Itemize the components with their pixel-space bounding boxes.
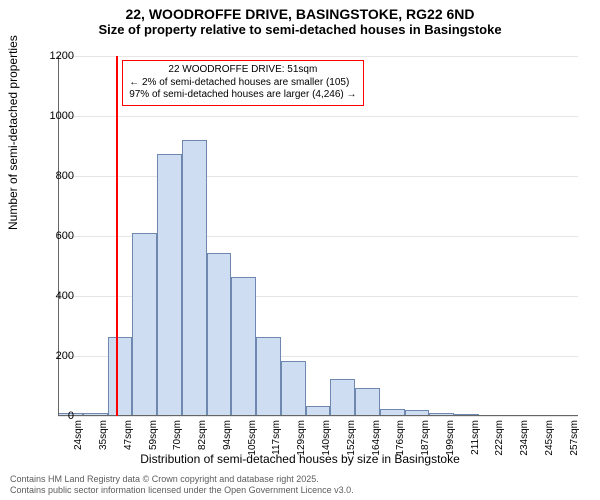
histogram-bar bbox=[330, 379, 355, 417]
footer-attribution: Contains HM Land Registry data © Crown c… bbox=[10, 474, 354, 496]
gridline bbox=[58, 56, 578, 57]
gridline bbox=[58, 416, 578, 417]
y-tick-label: 800 bbox=[34, 170, 74, 182]
histogram-bar bbox=[182, 140, 207, 416]
y-tick-label: 600 bbox=[34, 230, 74, 242]
annotation-box: 22 WOODROFFE DRIVE: 51sqm← 2% of semi-de… bbox=[122, 60, 363, 106]
x-tick-label: 47sqm bbox=[123, 420, 134, 450]
y-tick-label: 0 bbox=[34, 410, 74, 422]
histogram-bar bbox=[132, 233, 157, 416]
y-tick-label: 400 bbox=[34, 290, 74, 302]
histogram-bar bbox=[256, 337, 281, 417]
footer-line-2: Contains public sector information licen… bbox=[10, 485, 354, 496]
histogram-bar bbox=[281, 361, 306, 417]
x-tick-label: 140sqm bbox=[321, 420, 332, 456]
x-tick-label: 176sqm bbox=[395, 420, 406, 456]
x-tick-label: 152sqm bbox=[346, 420, 357, 456]
x-tick-label: 257sqm bbox=[569, 420, 580, 456]
x-axis-line bbox=[58, 415, 578, 416]
annotation-line-2: ← 2% of semi-detached houses are smaller… bbox=[129, 77, 356, 90]
histogram-bar bbox=[355, 388, 380, 417]
annotation-line-3: 97% of semi-detached houses are larger (… bbox=[129, 89, 356, 102]
x-tick-label: 129sqm bbox=[296, 420, 307, 456]
histogram-bar bbox=[231, 277, 256, 417]
histogram-bar bbox=[108, 337, 133, 417]
x-tick-label: 94sqm bbox=[222, 420, 233, 450]
y-tick-label: 200 bbox=[34, 350, 74, 362]
x-tick-label: 82sqm bbox=[197, 420, 208, 450]
y-tick-label: 1200 bbox=[34, 50, 74, 62]
x-tick-label: 24sqm bbox=[73, 420, 84, 450]
chart-title-main: 22, WOODROFFE DRIVE, BASINGSTOKE, RG22 6… bbox=[0, 6, 600, 22]
property-marker-line bbox=[116, 56, 118, 416]
footer-line-1: Contains HM Land Registry data © Crown c… bbox=[10, 474, 354, 485]
histogram-bar bbox=[157, 154, 182, 417]
chart-title-sub: Size of property relative to semi-detach… bbox=[0, 22, 600, 37]
gridline bbox=[58, 116, 578, 117]
x-tick-label: 199sqm bbox=[445, 420, 456, 456]
chart-title-block: 22, WOODROFFE DRIVE, BASINGSTOKE, RG22 6… bbox=[0, 0, 600, 37]
x-tick-label: 70sqm bbox=[172, 420, 183, 450]
x-tick-label: 222sqm bbox=[494, 420, 505, 456]
x-tick-label: 211sqm bbox=[470, 420, 481, 455]
x-tick-label: 35sqm bbox=[98, 420, 109, 450]
x-tick-label: 164sqm bbox=[371, 420, 382, 456]
chart-plot-area: 22 WOODROFFE DRIVE: 51sqm← 2% of semi-de… bbox=[58, 56, 578, 416]
annotation-line-1: 22 WOODROFFE DRIVE: 51sqm bbox=[129, 64, 356, 77]
x-tick-label: 59sqm bbox=[148, 420, 159, 450]
x-tick-label: 117sqm bbox=[271, 420, 282, 455]
y-tick-label: 1000 bbox=[34, 110, 74, 122]
y-axis-label: Number of semi-detached properties bbox=[6, 35, 20, 230]
histogram-bar bbox=[207, 253, 232, 417]
x-tick-label: 234sqm bbox=[519, 420, 530, 456]
gridline bbox=[58, 176, 578, 177]
x-tick-label: 105sqm bbox=[247, 420, 258, 456]
x-tick-label: 245sqm bbox=[544, 420, 555, 456]
x-tick-label: 187sqm bbox=[420, 420, 431, 456]
